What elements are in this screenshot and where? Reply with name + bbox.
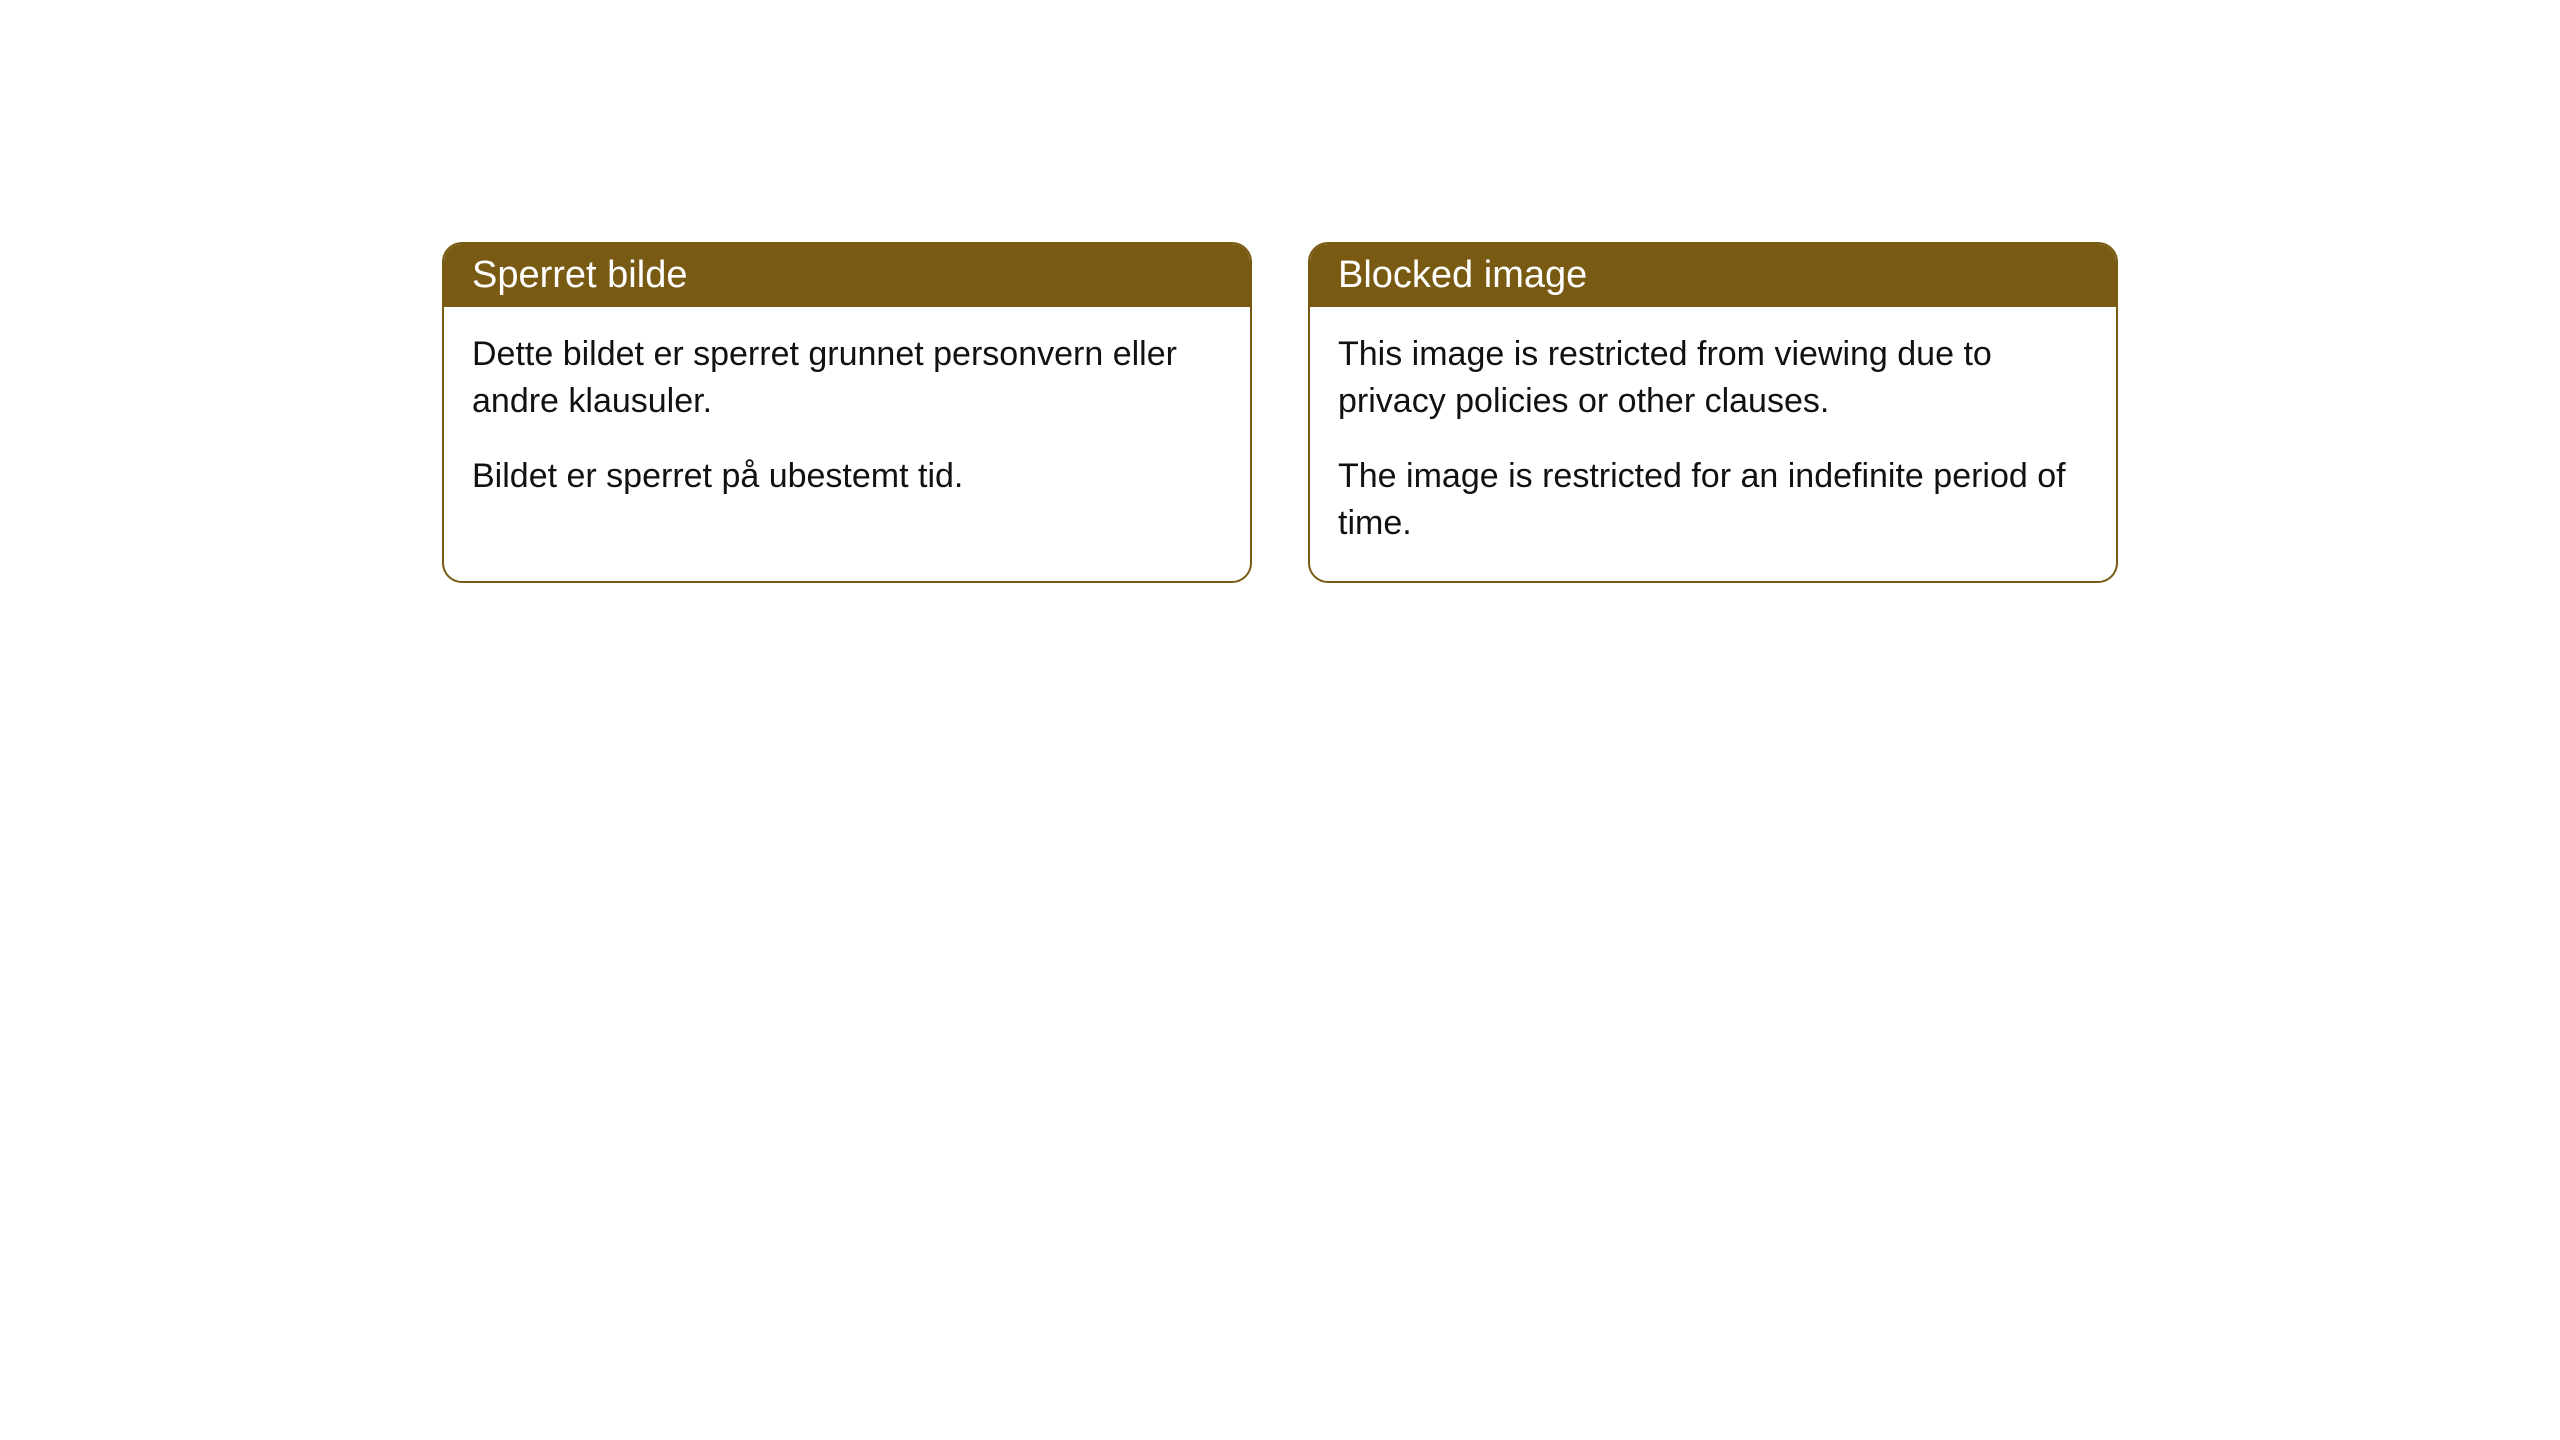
card-paragraph: Bildet er sperret på ubestemt tid.	[472, 453, 1222, 500]
card-title: Sperret bilde	[472, 254, 687, 296]
notice-card-norwegian: Sperret bilde Dette bildet er sperret gr…	[442, 242, 1252, 583]
card-header: Blocked image	[1310, 244, 2116, 307]
notice-card-container: Sperret bilde Dette bildet er sperret gr…	[442, 242, 2118, 583]
card-header: Sperret bilde	[444, 244, 1250, 307]
card-title: Blocked image	[1338, 254, 1587, 296]
notice-card-english: Blocked image This image is restricted f…	[1308, 242, 2118, 583]
card-body: Dette bildet er sperret grunnet personve…	[444, 307, 1250, 534]
card-paragraph: The image is restricted for an indefinit…	[1338, 453, 2088, 547]
card-body: This image is restricted from viewing du…	[1310, 307, 2116, 581]
card-paragraph: Dette bildet er sperret grunnet personve…	[472, 331, 1222, 425]
card-paragraph: This image is restricted from viewing du…	[1338, 331, 2088, 425]
